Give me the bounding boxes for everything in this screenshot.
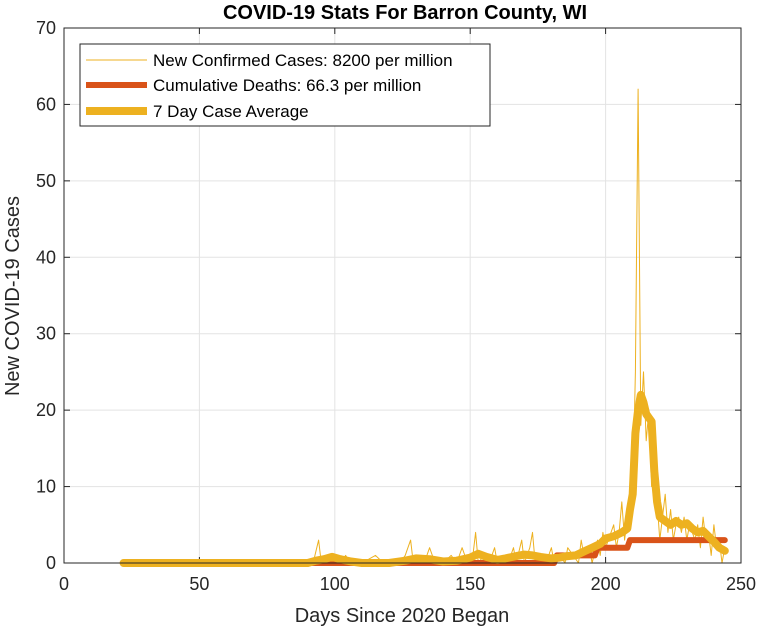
y-tick-label: 70 <box>36 18 56 38</box>
y-tick-label: 20 <box>36 400 56 420</box>
plot-frame <box>63 27 742 564</box>
x-tick-label: 50 <box>189 574 209 594</box>
chart-title: COVID-19 Stats For Barron County, WI <box>223 2 587 24</box>
x-tick-label: 250 <box>726 574 756 594</box>
x-tick-label: 150 <box>455 574 485 594</box>
x-axis-label: Days Since 2020 Began <box>295 605 510 627</box>
x-tick-label: 0 <box>59 574 69 594</box>
legend: New Confirmed Cases: 8200 per million Cu… <box>79 43 491 127</box>
y-tick-label: 60 <box>36 94 56 114</box>
y-tick-label: 30 <box>36 324 56 344</box>
legend-label-cumulative-deaths: Cumulative Deaths: 66.3 per million <box>153 76 421 95</box>
y-tick-label: 10 <box>36 477 56 497</box>
y-tick-label: 0 <box>46 553 56 573</box>
series-7-day-average <box>119 390 729 567</box>
y-tick-label: 40 <box>36 247 56 267</box>
x-tick-label: 200 <box>591 574 621 594</box>
series-layer <box>119 88 729 567</box>
axis-ticks: 0 50 100 150 200 250 0 10 20 30 40 50 60 70 <box>36 18 756 594</box>
legend-label-7-day-average: 7 Day Case Average <box>153 102 309 121</box>
legend-box <box>79 43 491 127</box>
legend-label-new-cases: New Confirmed Cases: 8200 per million <box>153 51 453 70</box>
y-axis-label: New COVID-19 Cases <box>2 196 24 396</box>
x-tick-label: 100 <box>320 574 350 594</box>
y-tick-label: 50 <box>36 171 56 191</box>
